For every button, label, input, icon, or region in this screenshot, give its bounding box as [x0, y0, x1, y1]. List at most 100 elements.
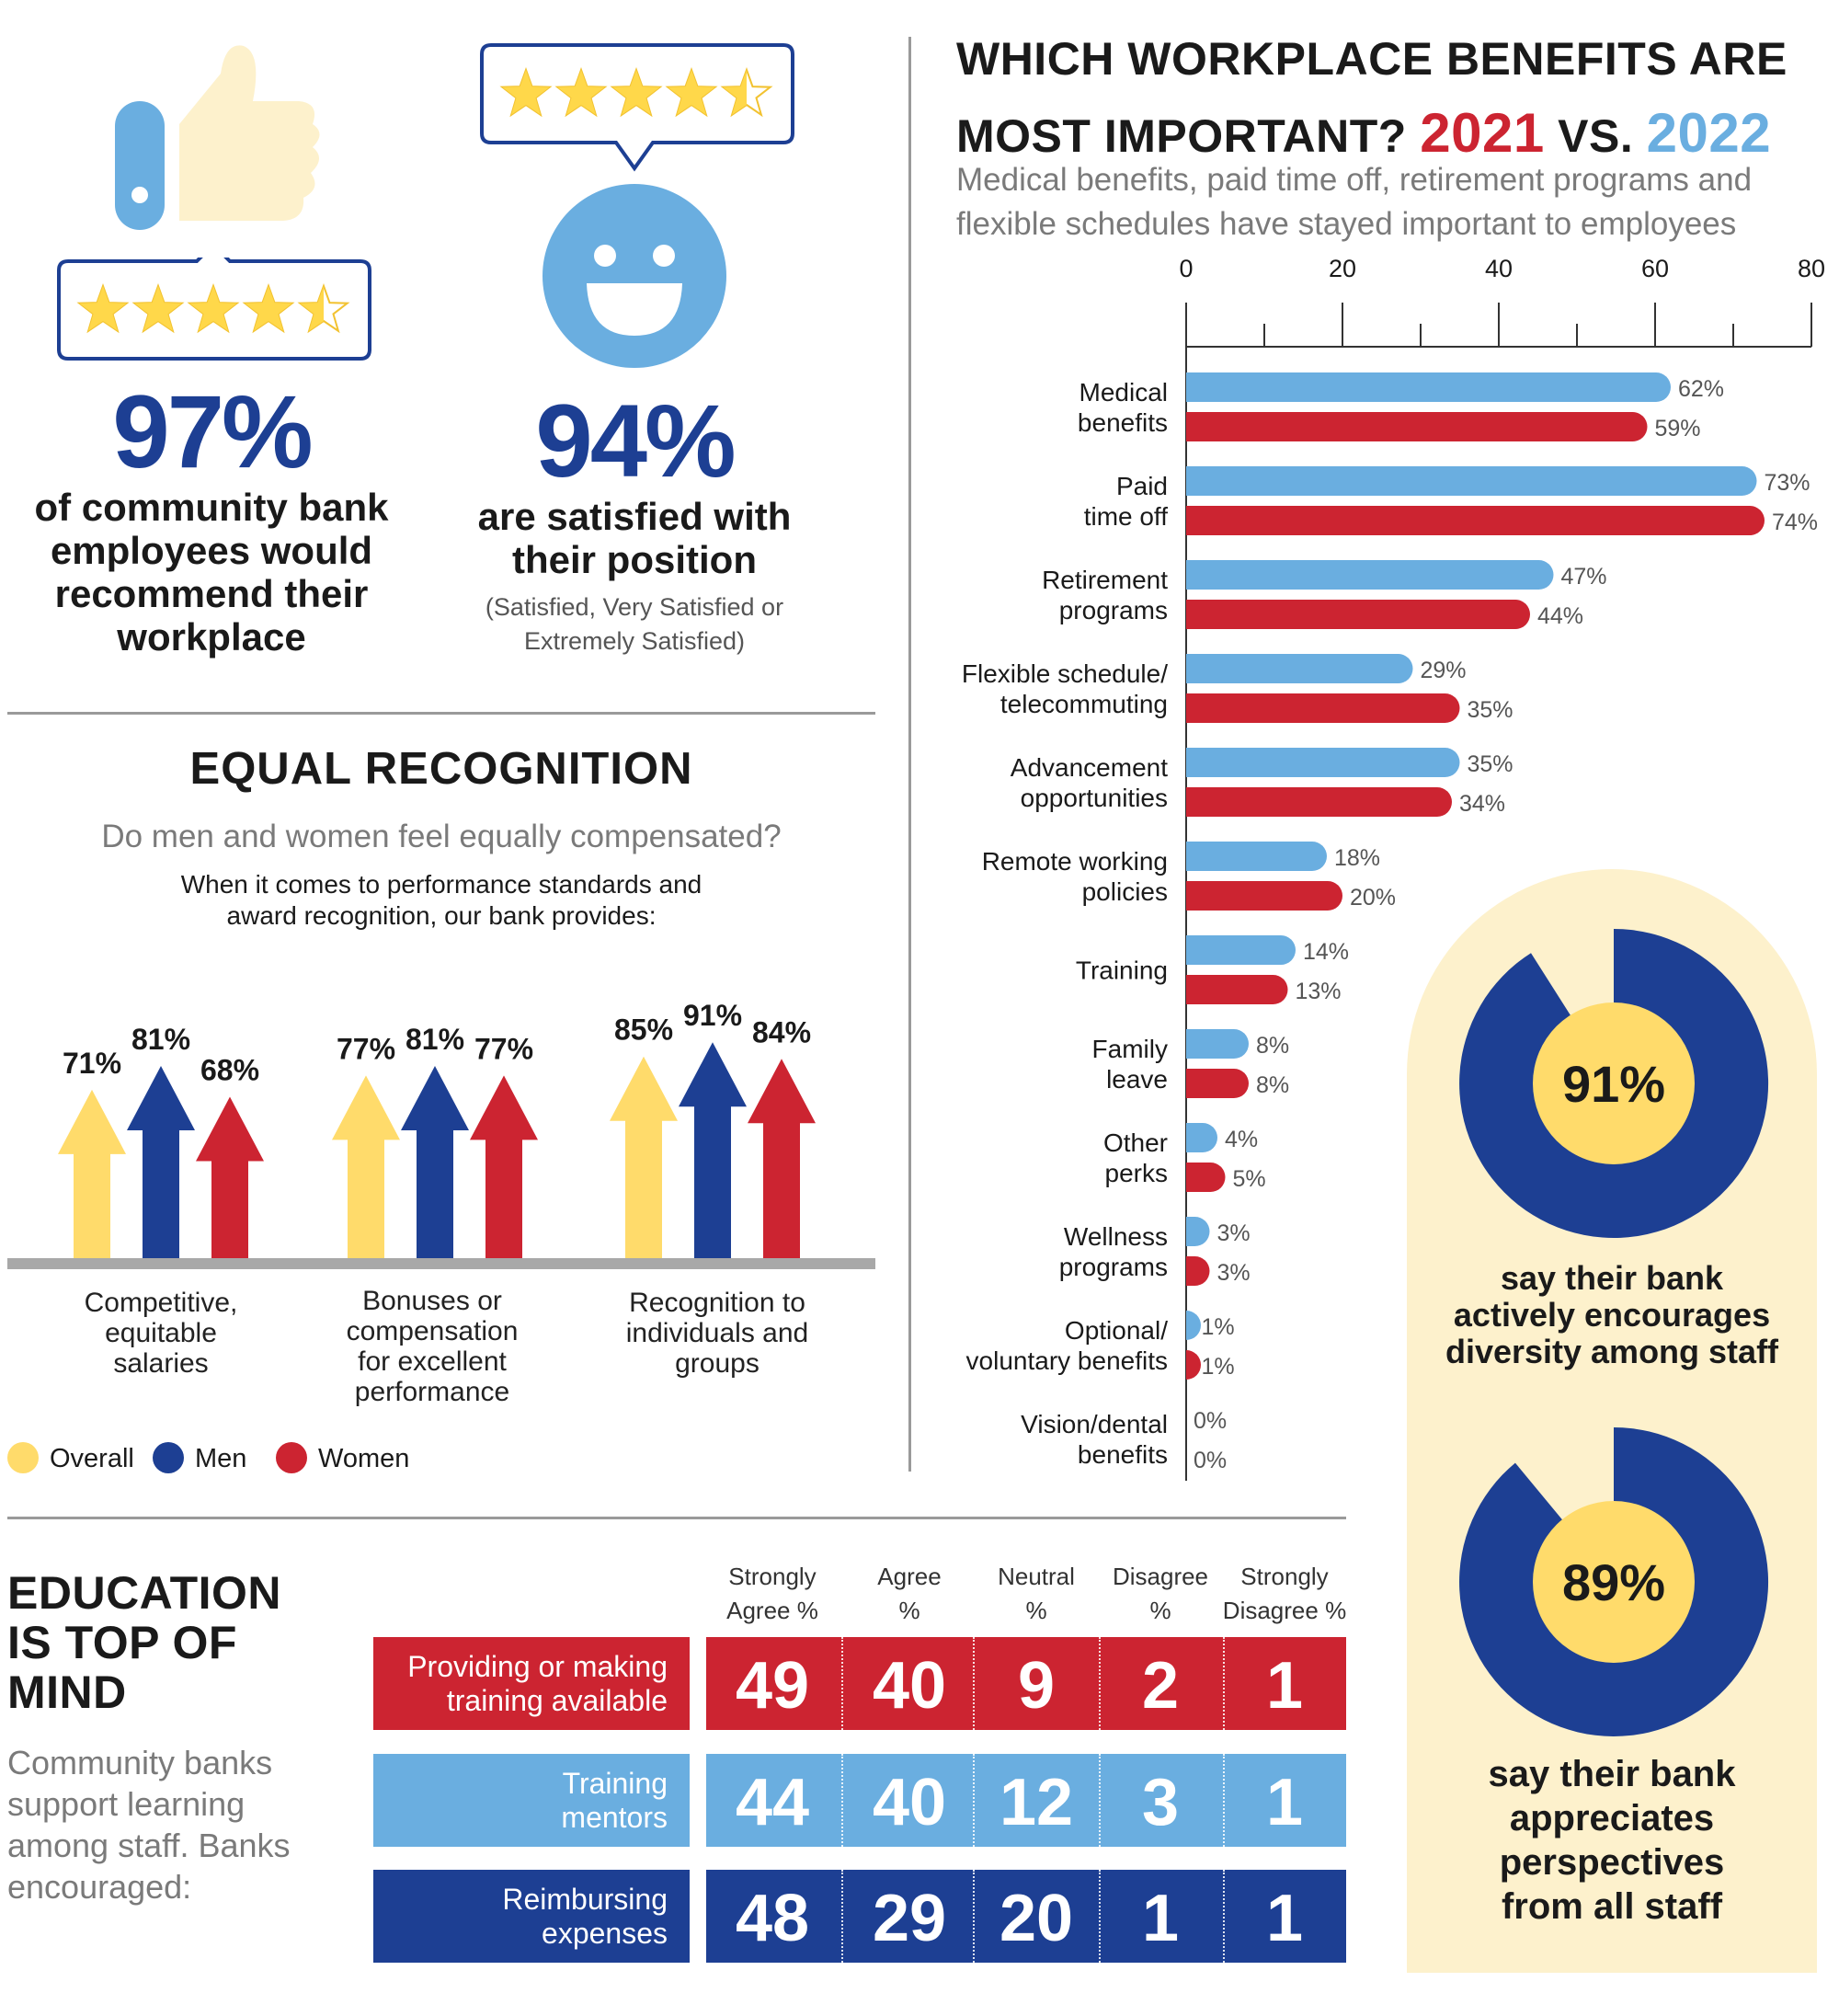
column-separator [973, 1754, 975, 1847]
recognition-question: Do men and women feel equally compensate… [101, 819, 782, 854]
category-label: Training [1076, 956, 1168, 985]
star-fill [79, 286, 127, 331]
bar-value-label: 8% [1256, 1072, 1289, 1098]
donut-value-label: 89% [1562, 1553, 1665, 1611]
category-label: opportunities [1021, 784, 1168, 812]
category-label: Wellness [1064, 1222, 1168, 1251]
bar-value-label: 1% [1202, 1354, 1235, 1380]
star-fill [134, 286, 182, 331]
bar-2021 [1186, 881, 1342, 911]
category-label: leave [1106, 1065, 1168, 1094]
bar-value-label: 34% [1459, 791, 1505, 817]
category-label: time off [1084, 502, 1169, 531]
recognition-intro: When it comes to performance standards a… [180, 870, 702, 930]
legend-label: Overall [50, 1444, 134, 1473]
column-separator [840, 1870, 843, 1963]
bar-2022 [1186, 372, 1671, 402]
recognition-value-label: 81% [405, 1023, 464, 1056]
row-label: Reimbursing expenses [373, 1870, 690, 1963]
bar-value-label: 29% [1421, 658, 1467, 683]
legend-label: Men [195, 1444, 247, 1473]
benefits-subtitle: Medical benefits, paid time off, retirem… [956, 162, 1753, 242]
column-separator [1222, 1754, 1225, 1847]
star-fill [723, 70, 747, 115]
recognition-arrow [748, 1059, 816, 1258]
star-rating-icon [76, 283, 350, 334]
bar-2021 [1186, 1350, 1201, 1380]
recognition-value-label: 71% [63, 1047, 121, 1080]
column-separator [973, 1637, 975, 1730]
category-label: Remote working [982, 847, 1168, 876]
donut-center [1533, 1002, 1695, 1164]
section-divider [7, 1517, 1346, 1519]
table-cell: 40 [872, 1649, 947, 1723]
star-fill [245, 286, 292, 331]
x-tick-label: 40 [1485, 255, 1513, 282]
category-label: Optional/ [1065, 1316, 1168, 1345]
bar-value-label: 3% [1217, 1260, 1251, 1286]
satisfied-percent: 94% [535, 384, 736, 498]
rating-box-satisfied [478, 41, 794, 172]
category-label: telecommuting [1000, 690, 1168, 718]
bar-value-label: 1% [1202, 1314, 1235, 1340]
recognition-arrow [196, 1096, 264, 1258]
recognition-arrow [401, 1066, 469, 1258]
column-separator [1222, 1637, 1225, 1730]
bar-2022 [1186, 1217, 1210, 1246]
smiley-face-icon [543, 184, 726, 368]
legend-swatch-men [153, 1442, 184, 1473]
column-separator [840, 1754, 843, 1847]
category-label: programs [1059, 596, 1168, 624]
bar-value-label: 73% [1765, 470, 1810, 496]
table-cell: 3 [1141, 1766, 1180, 1839]
donut-center [1533, 1501, 1695, 1663]
category-label: Advancement [1011, 753, 1168, 782]
recognition-arrow [679, 1042, 747, 1258]
bar-2022 [1186, 842, 1327, 871]
recognition-arrow [332, 1075, 400, 1258]
x-tick-label: 60 [1641, 255, 1669, 282]
category-label: Retirement [1042, 566, 1168, 594]
diversity-donut-chart: 91% [1459, 929, 1769, 1238]
x-tick-label: 20 [1329, 255, 1356, 282]
section-divider [7, 712, 875, 715]
table-cell: 1 [1265, 1882, 1304, 1955]
column-divider [908, 37, 911, 1472]
bar-2022 [1186, 560, 1554, 590]
category-label: benefits [1078, 1440, 1168, 1469]
column-separator [1222, 1870, 1225, 1963]
bar-2021 [1186, 975, 1288, 1004]
column-header: Strongly Agree % [726, 1563, 818, 1624]
column-separator [1098, 1870, 1101, 1963]
recognition-arrow [610, 1056, 678, 1258]
category-label: benefits [1078, 408, 1168, 437]
bar-value-label: 5% [1233, 1166, 1266, 1192]
education-title: EDUCATION IS TOP OF MIND [7, 1567, 282, 1718]
bar-2021 [1186, 600, 1530, 629]
bar-value-label: 13% [1296, 979, 1342, 1004]
table-cell: 29 [872, 1882, 947, 1955]
education-intro: Community banks support learning among s… [7, 1744, 291, 1906]
bar-2022 [1186, 466, 1757, 496]
bar-2021 [1186, 506, 1765, 535]
bar-value-label: 35% [1468, 751, 1513, 777]
category-label: Other [1103, 1128, 1168, 1157]
star-fill [300, 286, 324, 331]
column-separator [973, 1870, 975, 1963]
bar-value-label: 8% [1256, 1033, 1289, 1059]
bar-2022 [1186, 1123, 1217, 1152]
bar-2022 [1186, 1029, 1249, 1059]
category-label: programs [1059, 1253, 1168, 1281]
recognition-value-label: 91% [683, 999, 742, 1032]
table-cell: 9 [1017, 1649, 1056, 1723]
x-tick-label: 0 [1179, 255, 1193, 282]
table-cell: 48 [735, 1882, 810, 1955]
category-label: Paid [1116, 472, 1168, 500]
column-header: Disagree% [1112, 1563, 1209, 1624]
legend-swatch-women [276, 1442, 307, 1473]
table-cell: 1 [1265, 1766, 1304, 1839]
column-separator [1098, 1754, 1101, 1847]
satisfied-caption: are satisfied with their position [477, 495, 792, 581]
table-cell: 12 [999, 1766, 1074, 1839]
